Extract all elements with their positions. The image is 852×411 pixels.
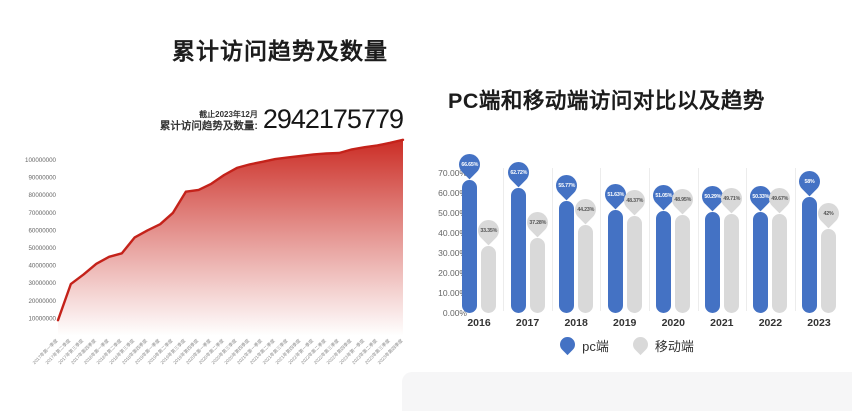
pc-bar-2020	[656, 210, 672, 313]
right-chart-title: PC端和移动端访问对比以及趋势	[448, 89, 765, 113]
pc-bar-2023	[801, 197, 817, 313]
mobile-bar-value-2018: 44.23%	[570, 194, 601, 224]
y-axis-tick-label: 30.00%	[438, 248, 467, 258]
mobile-bar-value-2023: 42%	[813, 198, 844, 229]
mobile-bar-value-text: 48.37%	[625, 197, 643, 204]
group-separator	[697, 168, 699, 311]
pc-bar-2018	[559, 201, 575, 313]
x-axis-label-2022: 2022	[758, 317, 783, 329]
y-axis-tick-label: 20000000	[28, 298, 56, 305]
pc-bar-2016	[462, 179, 477, 313]
mobile-bar-2021	[723, 213, 739, 313]
mobile-bar-2023	[820, 229, 836, 313]
y-axis-tick-label: 80000000	[28, 192, 56, 199]
group-separator	[746, 168, 748, 311]
x-axis-label-2021: 2021	[710, 317, 734, 329]
y-axis-tick-label: 0.00%	[442, 308, 467, 318]
mobile-pin-icon	[629, 333, 651, 355]
pc-bar-2022	[753, 212, 769, 313]
mobile-bar-2019	[626, 216, 642, 313]
pc-bar-value-text: 55.77%	[558, 182, 576, 189]
mobile-bar-2018	[578, 224, 594, 313]
cumulative-visits-section: 累计访问趋势及数量 截止2023年12月 累计访问趋势及数量: 29421757…	[25, 38, 405, 366]
x-axis-label-2020: 2020	[661, 317, 685, 329]
y-axis-tick-label: 10.00%	[438, 288, 467, 298]
mobile-bar-value-text: 48.95%	[674, 196, 692, 203]
pc-bar-value-text: 62.72%	[509, 169, 527, 176]
pc-legend-label: pc端	[582, 339, 609, 354]
pc-bar-value-text: 50.29%	[703, 193, 721, 200]
pc-bar-value-2017: 62.72%	[503, 157, 533, 187]
y-axis-tick-label: 40000000	[28, 263, 56, 270]
group-separator	[600, 168, 602, 311]
x-axis-label-2019: 2019	[613, 317, 637, 329]
x-axis-label-2023: 2023	[807, 317, 831, 329]
y-axis-tick-label: 10000000	[28, 315, 56, 322]
mobile-bar-value-text: 44.23%	[577, 206, 595, 213]
mobile-legend-label: 移动端	[654, 339, 694, 354]
pc-bar-value-2018: 55.77%	[551, 171, 582, 201]
stat-labels: 截止2023年12月 累计访问趋势及数量:	[160, 110, 258, 133]
pc-bar-value-text: 50.33%	[752, 193, 770, 200]
group-separator	[503, 168, 505, 311]
group-separator	[794, 168, 796, 311]
pc-bar-2019	[607, 209, 623, 313]
y-axis-tick-label: 100000000	[25, 157, 57, 164]
x-axis-label-2016: 2016	[467, 317, 491, 329]
pc-bar-2017	[510, 187, 526, 313]
y-axis-tick-label: 70.00%	[438, 168, 467, 178]
y-axis-tick-label: 70000000	[28, 210, 56, 217]
x-axis-label-2017: 2017	[515, 317, 540, 329]
mobile-bar-2020	[675, 215, 691, 313]
pc-mobile-section: PC端和移动端访问对比以及趋势 70.00% 60.00% 50.00% 40.00%…	[426, 0, 852, 411]
y-axis-tick-label: 60.00%	[438, 188, 467, 198]
mobile-bar-value-text: 33.35%	[480, 227, 497, 234]
mobile-bar-2017	[529, 238, 545, 313]
legend-item-pc: pc端	[557, 333, 609, 355]
background-corner-panel	[402, 372, 852, 411]
pc-bar-2021	[704, 212, 720, 313]
pc-bar-value-text: 51.63%	[606, 191, 624, 198]
y-axis-tick-label: 60000000	[28, 227, 56, 234]
pc-pin-icon	[557, 333, 579, 355]
mobile-bar-value-text: 42%	[823, 210, 834, 217]
left-chart-title: 累计访问趋势及数量	[172, 38, 388, 64]
cumulative-total-stat: 截止2023年12月 累计访问趋势及数量: 2942175779	[160, 104, 404, 134]
y-axis-tick-label: 20.00%	[438, 268, 467, 278]
group-separator	[551, 168, 553, 311]
mobile-bar-value-text: 49.71%	[722, 195, 740, 202]
area-fill	[58, 139, 403, 336]
mobile-bar-2022	[772, 213, 788, 313]
pc-bar-value-text: 51.05%	[655, 192, 673, 199]
as-of-date: 截止2023年12月	[199, 109, 258, 119]
y-axis-tick-label: 40.00%	[438, 228, 467, 238]
y-axis-tick-label: 50000000	[28, 245, 56, 252]
stat-label: 累计访问趋势及数量:	[159, 119, 258, 132]
mobile-bar-2016	[481, 246, 496, 313]
x-axis-label-2018: 2018	[564, 317, 588, 329]
cumulative-area-chart: 10000000 20000000 30000000 40000000 50000000…	[25, 138, 405, 366]
pc-bar-value-text: 58%	[804, 178, 815, 185]
chart-legend: pc端 移动端	[426, 333, 828, 355]
y-axis-tick-label: 90000000	[28, 175, 56, 182]
mobile-bar-value-2021: 49.71%	[716, 183, 747, 213]
mobile-bar-value-2017: 37.28%	[522, 208, 552, 238]
mobile-bar-value-text: 37.28%	[528, 219, 546, 226]
mobile-bar-value-2022: 49.67%	[765, 183, 795, 214]
y-axis-tick-label: 30000000	[28, 280, 56, 287]
area-line	[56, 138, 405, 322]
pc-mobile-bar-chart: 70.00% 60.00% 50.00% 40.00% 30.00% 20.00% 10.0…	[426, 0, 852, 411]
pc-bar-value-text: 66.65%	[461, 161, 478, 168]
legend-item-mobile: 移动端	[629, 333, 694, 355]
mobile-bar-value-2016: 33.35%	[473, 215, 504, 246]
pc-bar-value-2023: 58%	[794, 166, 825, 197]
cumulative-total-value: 2942175779	[262, 104, 404, 134]
mobile-bar-value-text: 49.67%	[771, 195, 789, 202]
group-separator	[649, 168, 650, 311]
y-axis-tick-label: 50.00%	[438, 208, 467, 218]
